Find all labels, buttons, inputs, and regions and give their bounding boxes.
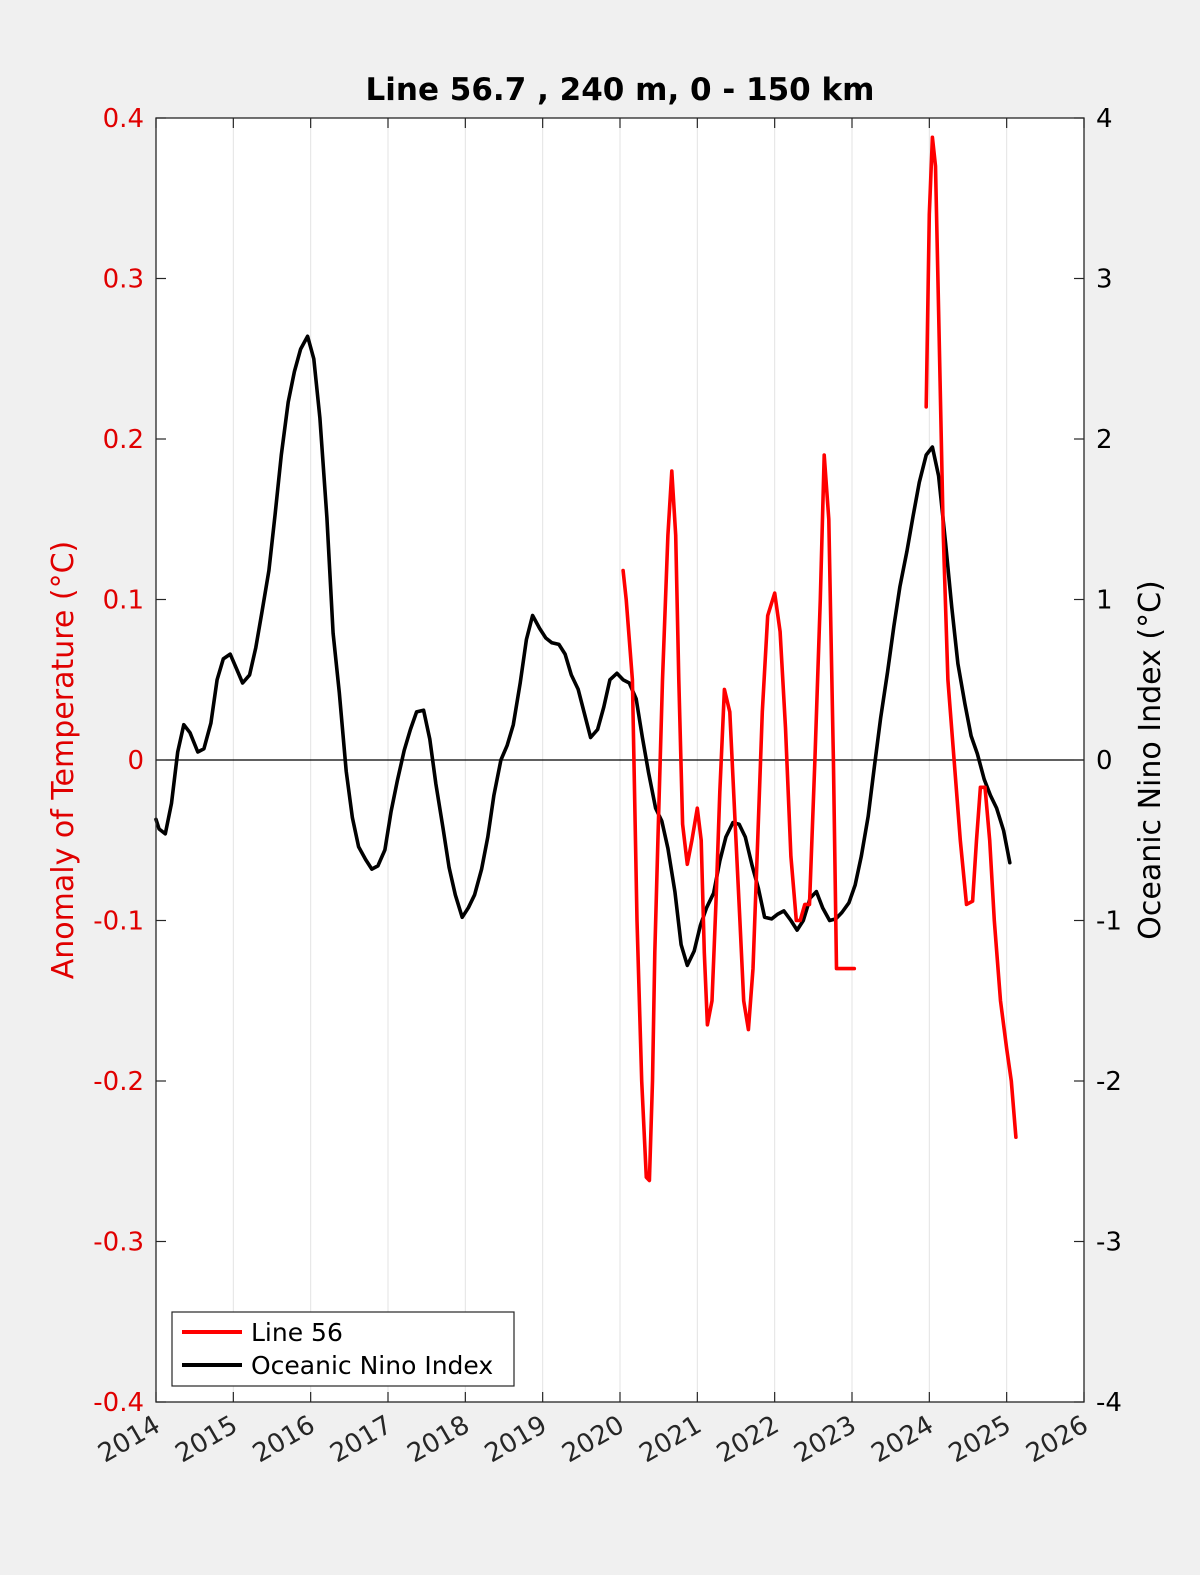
y-axis-label-left: Anomaly of Temperature (°C) [46, 541, 81, 980]
y-tick-label-left: 0.1 [103, 586, 144, 616]
y-tick-label-right: 4 [1096, 104, 1113, 134]
y-tick-label-right: 1 [1096, 586, 1113, 616]
y-tick-label-right: 0 [1096, 746, 1113, 776]
y-tick-label-left: 0.4 [103, 104, 144, 134]
series-line56-line [621, 453, 857, 1183]
legend-label-line56: Line 56 [251, 1318, 343, 1347]
series-oni-line [154, 334, 1012, 968]
series-layer [154, 135, 1018, 1183]
y-tick-label-right: 2 [1096, 425, 1113, 455]
y-axis-label-right: Oceanic Nino Index (°C) [1133, 580, 1168, 940]
legend-box [171, 1311, 515, 1387]
legend: Line 56 Oceanic Nino Index [171, 1311, 515, 1387]
y-tick-label-right: -3 [1096, 1228, 1122, 1258]
y-tick-label-left: -0.3 [93, 1228, 144, 1258]
y-tick-label-right: -2 [1096, 1067, 1122, 1097]
legend-label-oni: Oceanic Nino Index [251, 1351, 493, 1380]
chart-title: Line 56.7 , 240 m, 0 - 150 km [366, 72, 875, 108]
y-tick-label-right: 3 [1096, 265, 1113, 295]
y-tick-label-left: 0 [127, 746, 144, 776]
y-tick-label-left: -0.2 [93, 1067, 144, 1097]
y-tick-label-left: 0.2 [103, 425, 144, 455]
y-tick-label-left: -0.4 [93, 1388, 144, 1418]
y-tick-label-right: -1 [1096, 907, 1122, 937]
y-tick-label-left: 0.3 [103, 265, 144, 295]
y-tick-label-left: -0.1 [93, 907, 144, 937]
series-line56-line [924, 135, 1018, 1139]
y-tick-label-right: -4 [1096, 1388, 1122, 1418]
